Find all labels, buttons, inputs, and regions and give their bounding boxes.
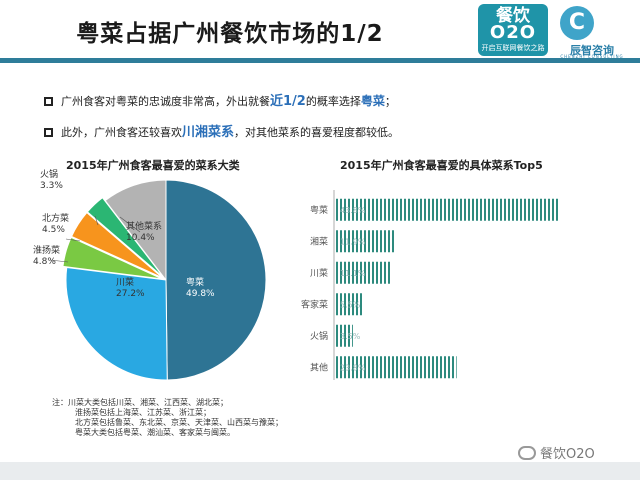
pie-label-huaiyang-name: 淮扬菜	[33, 246, 61, 256]
square-bullet-icon	[44, 97, 53, 106]
pie-label-other-value: 10.4%	[126, 233, 155, 243]
badge-main-text: 餐饮	[496, 6, 530, 26]
pie-label-north-name: 北方菜	[42, 214, 70, 224]
slice-hotpot	[86, 196, 164, 278]
footnote: 注：川菜大类包括川菜、湘菜、江西菜、湖北菜； 淮扬菜包括上海菜、江苏菜、浙江菜；…	[52, 398, 283, 438]
bar-category-label: 川菜	[310, 267, 328, 279]
slice-huaiyang	[62, 236, 163, 280]
bar-category-label: 客家菜	[301, 298, 328, 310]
bullet-point-2: 此外，广州食客还较喜欢川湘菜系，对其他菜系的喜爱程度都较低。	[44, 121, 399, 140]
bar-category-label: 湘菜	[310, 235, 328, 247]
pie-label-chuan-value: 27.2%	[116, 289, 145, 299]
pie-label-chuan: 川菜 27.2%	[116, 278, 145, 300]
slice-other	[104, 179, 167, 282]
footer-bar	[0, 462, 640, 480]
bullet-1-text-b: 的概率选择	[305, 95, 361, 108]
badge-o2o-text: O2O	[489, 22, 537, 43]
pie-chart	[49, 179, 267, 381]
bar-1	[335, 230, 396, 253]
pie-label-north: 北方菜 4.5%	[42, 214, 69, 236]
bar-5	[335, 356, 457, 379]
header-divider	[0, 58, 640, 63]
footnote-line-3: 北方菜包括鲁菜、东北菜、京菜、天津菜、山西菜与豫菜；	[75, 418, 283, 427]
pie-leader-line	[119, 216, 141, 233]
wechat-account-name: 餐饮O2O	[540, 447, 595, 462]
bar-2	[335, 261, 392, 284]
pie-label-huaiyang: 淮扬菜 4.8%	[33, 246, 60, 268]
pie-label-hotpot: 火锅 3.3%	[40, 170, 63, 192]
bar-value-label: 11.1%	[340, 269, 366, 278]
bar-chart: 粤菜 43.8% 湘菜 11.9% 川菜 11.1% 客家菜 5.5% 火锅 3.5% 其他 23.8…	[301, 190, 559, 380]
square-bullet-icon	[44, 128, 53, 137]
footnote-line-2: 淮扬菜包括上海菜、江苏菜、浙江菜；	[75, 408, 211, 417]
pie-label-yue: 粤菜 49.8%	[186, 278, 215, 300]
bar-value-label: 43.8%	[340, 206, 366, 215]
footnote-line-1: 注：川菜大类包括川菜、湘菜、江西菜、湖北菜；	[52, 398, 228, 407]
pie-chart-title: 2015年广州食客最喜爱的菜系大类	[66, 159, 240, 172]
slice-north	[70, 211, 163, 279]
chenzhi-logo-icon: C	[560, 6, 594, 40]
bar-value-label: 3.5%	[340, 332, 361, 341]
bullet-1-text-a: 广州食客对粤菜的忠诚度非常高，外出就餐	[61, 95, 270, 108]
bullet-2-text-a: 此外，广州食客还较喜欢	[61, 126, 182, 139]
badge-slogan: 开启互联网餐饮之路	[481, 44, 545, 52]
slice-yue	[165, 179, 267, 381]
bar-chart-title: 2015年广州食客最喜爱的具体菜系Top5	[340, 159, 543, 172]
bar-0	[335, 198, 559, 221]
wechat-watermark: 餐饮O2O	[518, 443, 595, 462]
bar-value-label: 23.8%	[340, 363, 366, 372]
bar-category-label: 其他	[310, 361, 328, 373]
bullet-2-text-b: ，对其他菜系的喜爱程度都较低。	[234, 126, 400, 139]
pie-label-hotpot-name: 火锅	[40, 170, 59, 180]
bar-4	[335, 324, 353, 347]
footnote-line-4: 粤菜大类包括粤菜、潮汕菜、客家菜与闽菜。	[75, 428, 235, 437]
bar-category-label: 粤菜	[310, 204, 328, 216]
pie-label-huaiyang-value: 4.8%	[33, 257, 56, 267]
bar-value-label: 5.5%	[340, 300, 361, 309]
pie-label-other: 其他菜系 10.4%	[126, 222, 162, 244]
pie-leader-line	[65, 238, 81, 242]
pie-label-other-name: 其他菜系	[126, 222, 163, 232]
header: 粤菜占据广州餐饮市场的1/2 餐饮 O2O 开启互联网餐饮之路 C 辰智咨询 C…	[0, 0, 640, 63]
pie-leader-line	[94, 215, 99, 226]
pie-label-yue-name: 粤菜	[186, 278, 205, 288]
pie-label-chuan-name: 川菜	[116, 278, 135, 288]
slice-chuan	[65, 266, 168, 381]
pie-label-yue-value: 49.8%	[186, 289, 215, 299]
bullet-1-highlight-cuisine: 粤菜	[360, 94, 385, 108]
page-title: 粤菜占据广州餐饮市场的1/2	[76, 21, 384, 47]
pie-label-north-value: 4.5%	[42, 225, 65, 235]
company-name-en: CHENZHI CONSULTING	[560, 54, 624, 59]
bar-3	[335, 293, 364, 316]
pie-label-hotpot-value: 3.3%	[40, 181, 63, 191]
bar-category-label: 火锅	[310, 331, 328, 342]
pie-leader-line	[49, 259, 69, 263]
bar-value-label: 11.9%	[340, 237, 366, 246]
bullet-point-1: 广州食客对粤菜的忠诚度非常高，外出就餐近1/2的概率选择粤菜；	[44, 90, 396, 109]
o2o-badge-logo: 餐饮 O2O 开启互联网餐饮之路	[478, 4, 548, 56]
wechat-icon	[518, 446, 536, 460]
bullet-1-text-c: ；	[384, 95, 396, 108]
bullet-1-highlight-ratio: 近1/2	[270, 94, 306, 109]
company-name: 辰智咨询	[570, 44, 614, 57]
bullet-2-highlight-cuisine: 川湘菜系	[182, 125, 235, 140]
